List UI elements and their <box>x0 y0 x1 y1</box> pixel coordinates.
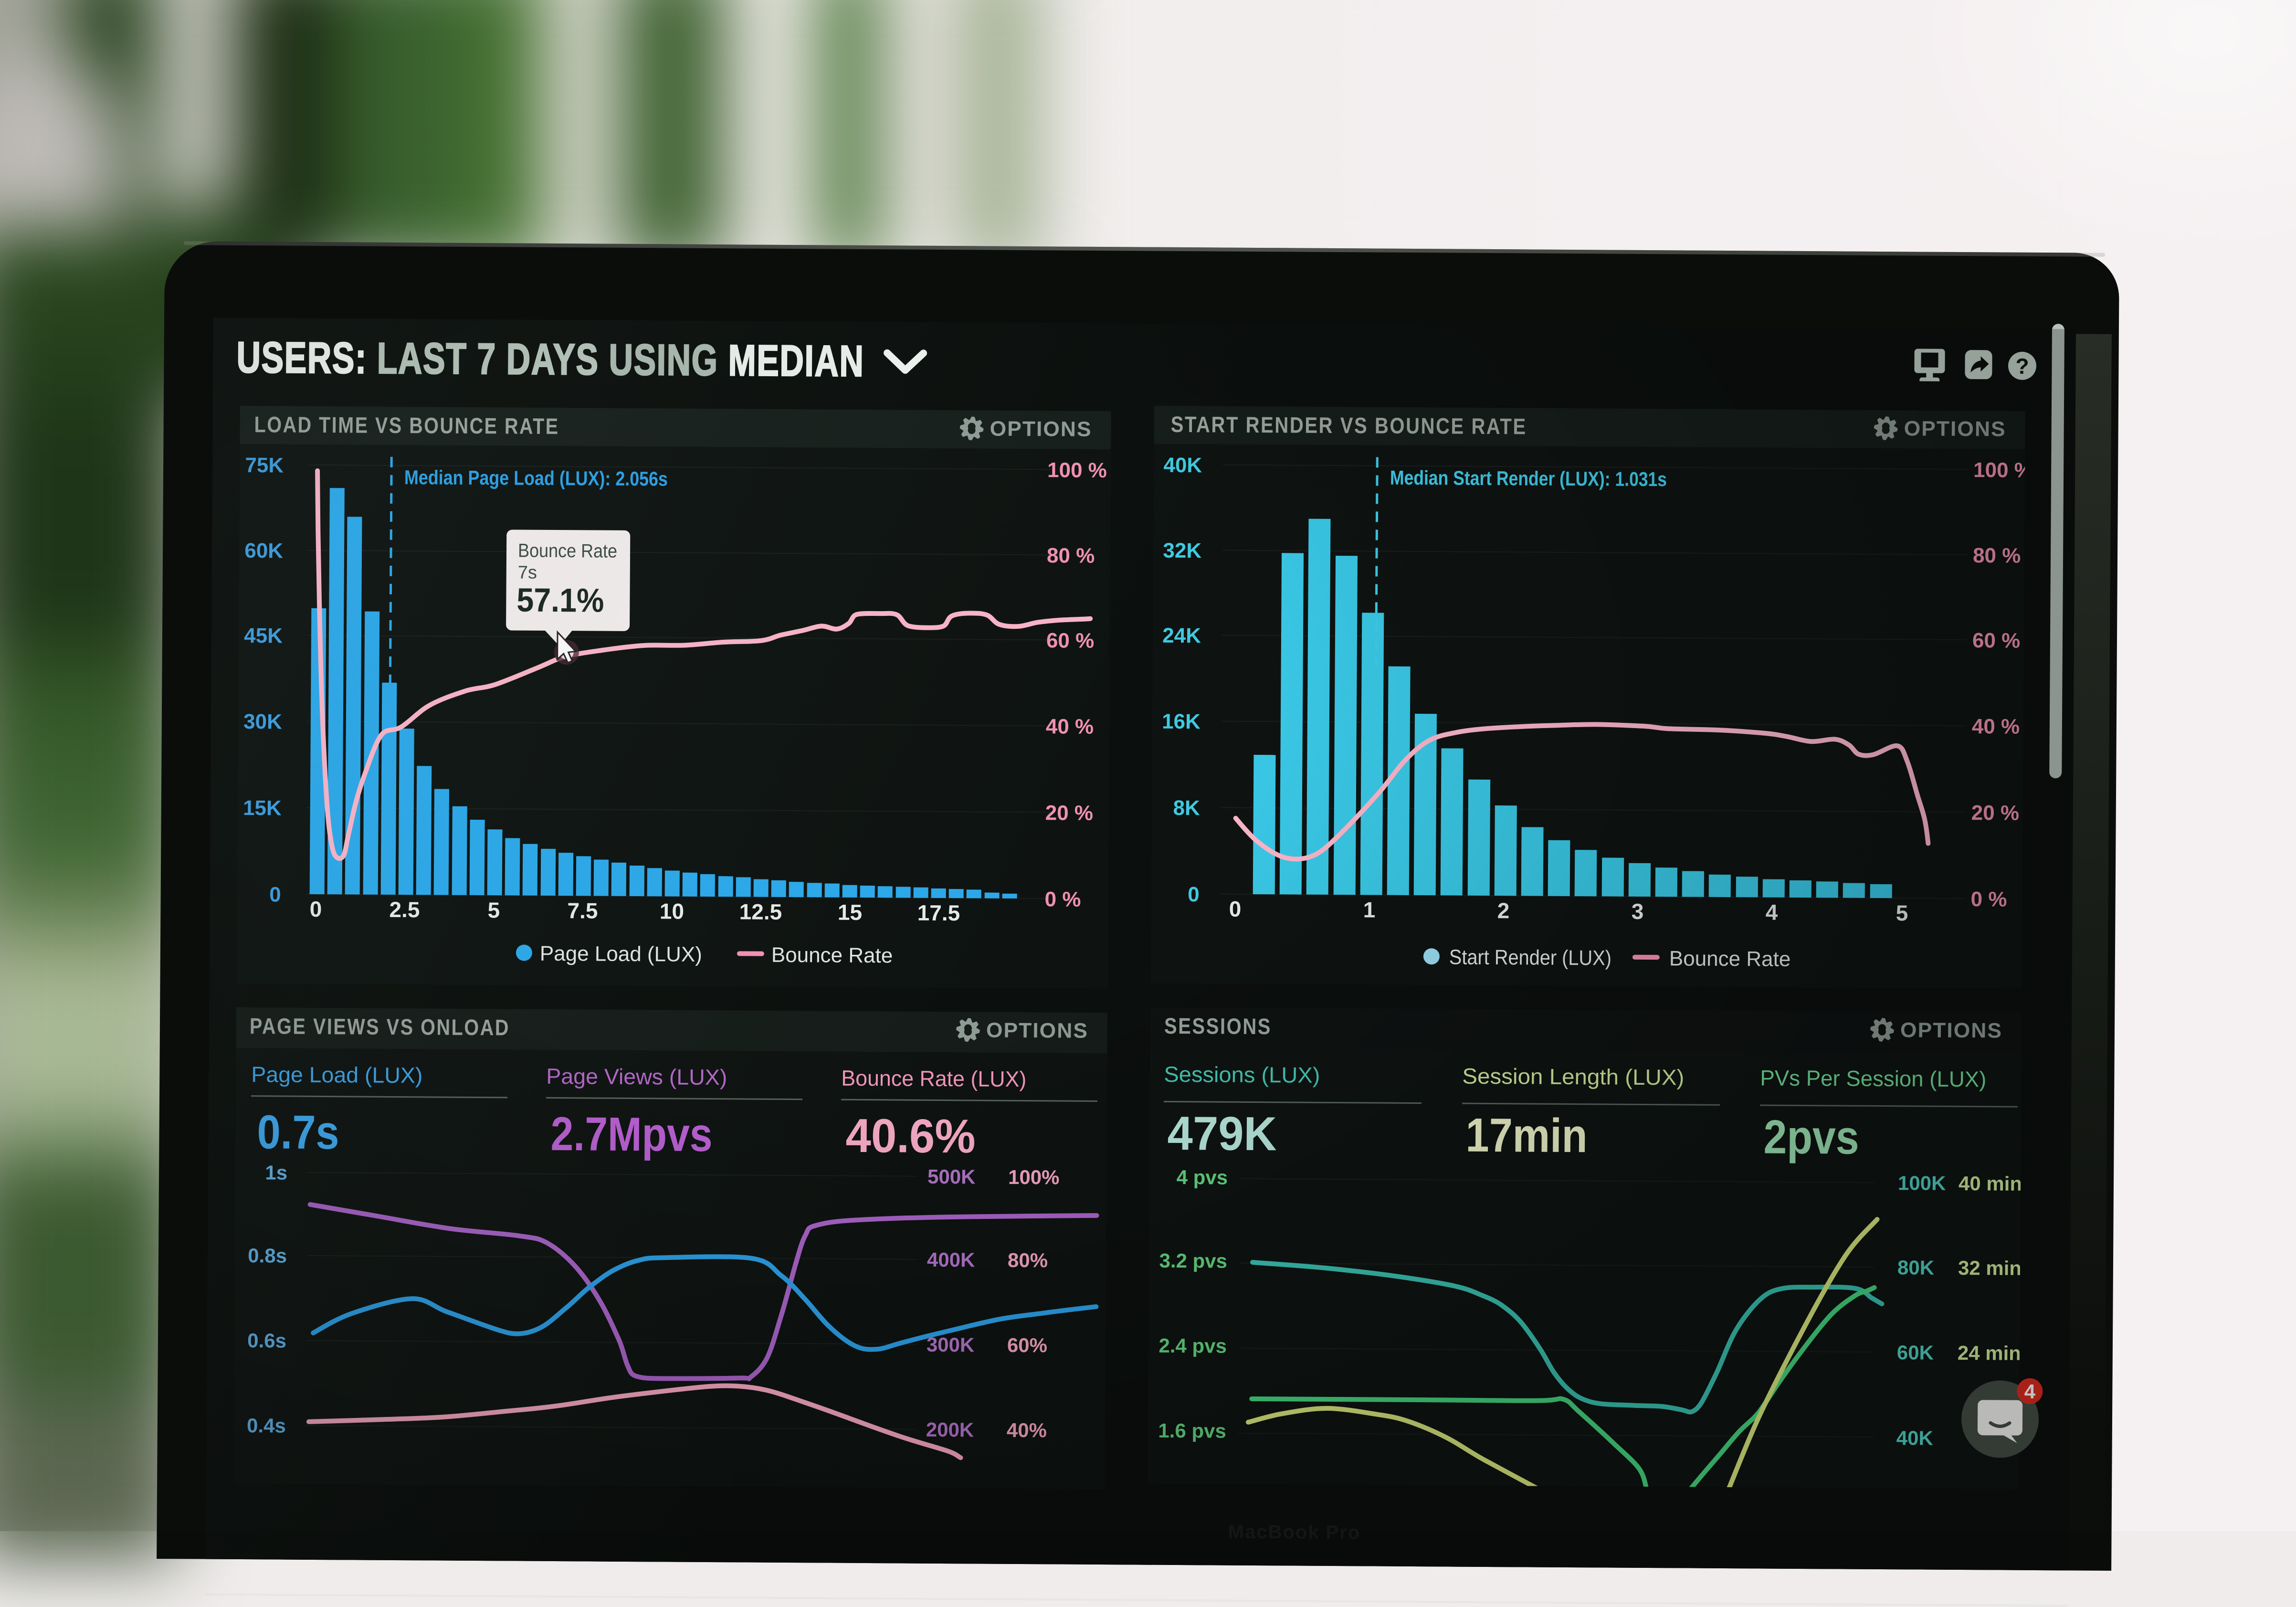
svg-text:40 %: 40 % <box>1972 715 2020 739</box>
svg-text:80%: 80% <box>1008 1249 1048 1272</box>
svg-text:Bounce Rate (LUX): Bounce Rate (LUX) <box>841 1066 1026 1091</box>
svg-text:SESSIONS: SESSIONS <box>1164 1013 1272 1039</box>
svg-text:Page Views (LUX): Page Views (LUX) <box>546 1064 727 1089</box>
svg-text:200K: 200K <box>926 1418 974 1441</box>
svg-text:20 %: 20 % <box>1045 801 1094 825</box>
svg-text:PAGE VIEWS VS ONLOAD: PAGE VIEWS VS ONLOAD <box>250 1013 510 1040</box>
svg-text:45K: 45K <box>244 624 283 647</box>
svg-text:60 %: 60 % <box>1972 629 2021 653</box>
svg-text:16K: 16K <box>1162 710 1201 733</box>
svg-text:0: 0 <box>1188 883 1200 906</box>
svg-text:40%: 40% <box>1007 1419 1047 1442</box>
svg-text:Session Length (LUX): Session Length (LUX) <box>1462 1064 1684 1090</box>
svg-text:75K: 75K <box>245 454 284 477</box>
svg-text:30K: 30K <box>243 710 282 733</box>
svg-text:7.5: 7.5 <box>567 898 598 923</box>
svg-text:40 min: 40 min <box>1959 1172 2022 1195</box>
svg-text:40 %: 40 % <box>1046 715 1094 739</box>
svg-text:2.5: 2.5 <box>389 897 420 922</box>
svg-text:Median Start Render (LUX): 1.0: Median Start Render (LUX): 1.031s <box>1390 466 1667 491</box>
svg-text:Page Load (LUX): Page Load (LUX) <box>251 1062 422 1088</box>
svg-text:1.6 pvs: 1.6 pvs <box>1158 1419 1226 1442</box>
svg-text:2.7Mpvs: 2.7Mpvs <box>550 1107 713 1162</box>
svg-text:0.6s: 0.6s <box>247 1329 286 1352</box>
svg-text:OPTIONS: OPTIONS <box>986 1019 1088 1043</box>
svg-text:7s: 7s <box>518 563 537 583</box>
svg-text:17.5: 17.5 <box>917 900 960 926</box>
svg-text:4 pvs: 4 pvs <box>1177 1166 1228 1189</box>
svg-text:1s: 1s <box>265 1161 287 1184</box>
svg-text:3: 3 <box>1632 899 1644 924</box>
svg-text:4: 4 <box>1766 900 1778 925</box>
svg-text:Start Render (LUX): Start Render (LUX) <box>1449 945 1611 970</box>
svg-text:10: 10 <box>660 899 684 923</box>
svg-text:100 %: 100 % <box>1047 458 1107 482</box>
svg-text:LOAD TIME VS BOUNCE RATE: LOAD TIME VS BOUNCE RATE <box>254 412 559 439</box>
svg-text:PVs Per Session (LUX): PVs Per Session (LUX) <box>1760 1065 1986 1091</box>
svg-text:57.1%: 57.1% <box>516 581 604 619</box>
svg-text:32 min: 32 min <box>1958 1257 2022 1279</box>
svg-text:479K: 479K <box>1167 1107 1277 1161</box>
svg-text:2pvs: 2pvs <box>1763 1110 1859 1164</box>
svg-text:20 %: 20 % <box>1971 801 2020 825</box>
svg-text:2: 2 <box>1497 898 1510 923</box>
svg-text:START RENDER VS BOUNCE RATE: START RENDER VS BOUNCE RATE <box>1171 412 1527 439</box>
svg-text:400K: 400K <box>927 1248 975 1271</box>
svg-text:Sessions (LUX): Sessions (LUX) <box>1164 1062 1320 1088</box>
svg-text:100K: 100K <box>1898 1172 1946 1195</box>
svg-text:Bounce Rate: Bounce Rate <box>1669 947 1791 971</box>
svg-text:80K: 80K <box>1897 1256 1934 1279</box>
svg-text:15: 15 <box>838 900 862 925</box>
svg-text:OPTIONS: OPTIONS <box>990 417 1092 441</box>
svg-text:5: 5 <box>1896 900 1908 925</box>
svg-text:4: 4 <box>2024 1380 2036 1403</box>
svg-text:2.4 pvs: 2.4 pvs <box>1159 1334 1227 1357</box>
svg-text:5: 5 <box>487 898 500 922</box>
svg-text:12.5: 12.5 <box>739 899 782 924</box>
svg-text:1: 1 <box>1363 897 1376 922</box>
svg-text:0 %: 0 % <box>1044 888 1081 911</box>
svg-text:0 %: 0 % <box>1970 888 2007 911</box>
svg-text:0.8s: 0.8s <box>248 1244 287 1267</box>
svg-text:60K: 60K <box>244 539 283 562</box>
svg-text:32K: 32K <box>1163 539 1201 562</box>
svg-text:OPTIONS: OPTIONS <box>1900 1018 2002 1042</box>
svg-text:3.2 pvs: 3.2 pvs <box>1159 1249 1227 1272</box>
svg-text:100%: 100% <box>1008 1166 1060 1189</box>
svg-text:17min: 17min <box>1465 1109 1588 1163</box>
svg-text:60%: 60% <box>1007 1334 1047 1357</box>
svg-text:Bounce Rate: Bounce Rate <box>518 540 617 562</box>
svg-text:80 %: 80 % <box>1047 544 1095 568</box>
svg-text:OPTIONS: OPTIONS <box>1904 417 2006 441</box>
svg-text:40K: 40K <box>1163 454 1202 477</box>
svg-text:80 %: 80 % <box>1973 544 2021 568</box>
svg-text:24 min: 24 min <box>1958 1342 2021 1364</box>
svg-text:Median Page Load (LUX): 2.056s: Median Page Load (LUX): 2.056s <box>404 466 668 490</box>
svg-text:Page Load (LUX): Page Load (LUX) <box>540 942 702 966</box>
svg-text:24K: 24K <box>1162 624 1201 647</box>
svg-text:0: 0 <box>1229 897 1242 921</box>
svg-text:?: ? <box>2015 354 2029 379</box>
svg-text:Bounce Rate: Bounce Rate <box>771 943 893 968</box>
svg-text:60K: 60K <box>1897 1341 1934 1364</box>
svg-text:0: 0 <box>310 897 322 921</box>
svg-text:8K: 8K <box>1173 796 1200 820</box>
svg-text:0: 0 <box>269 883 281 906</box>
svg-text:0.4s: 0.4s <box>247 1414 286 1437</box>
svg-text:40K: 40K <box>1896 1427 1933 1449</box>
svg-text:100 %: 100 % <box>1973 458 2025 482</box>
svg-text:500K: 500K <box>927 1165 976 1188</box>
svg-text:60 %: 60 % <box>1046 629 1095 653</box>
svg-text:40.6%: 40.6% <box>845 1109 976 1163</box>
svg-text:15K: 15K <box>243 796 282 820</box>
svg-text:0.7s: 0.7s <box>257 1105 339 1159</box>
